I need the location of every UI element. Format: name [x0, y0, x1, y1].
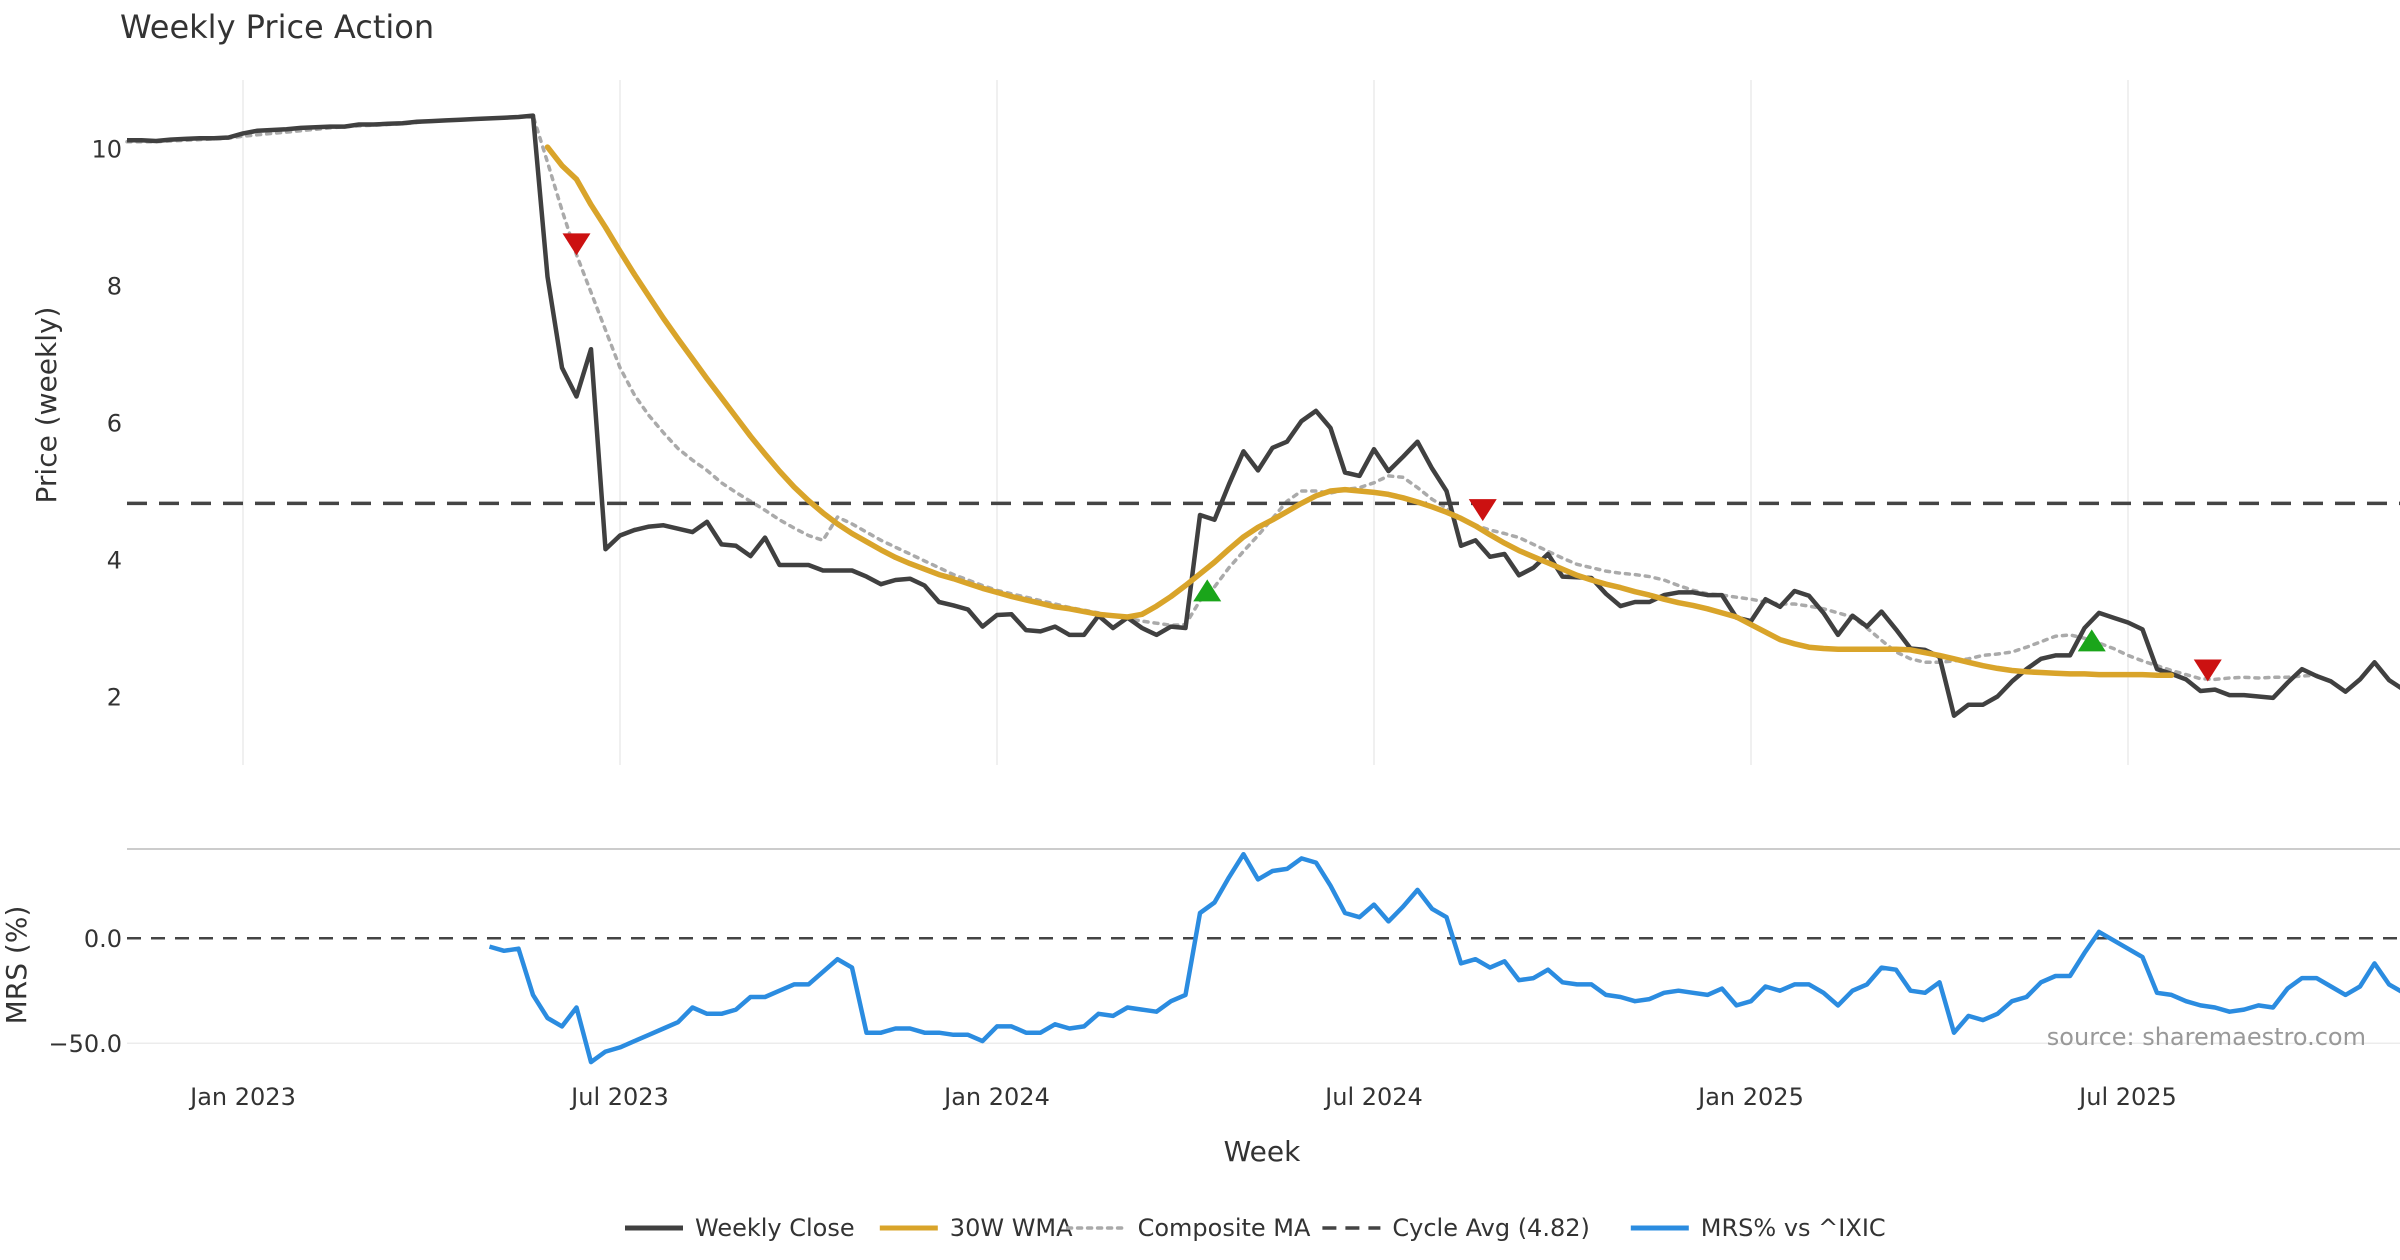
x-tick-label: Jul 2025: [2077, 1083, 2177, 1111]
mrs-series: [488, 851, 2400, 1065]
price-y-tick: 10: [91, 136, 122, 164]
composite-ma-line: [125, 113, 2319, 682]
sell-marker: [1468, 499, 1497, 522]
mrs-y-axis-label: MRS (%): [0, 906, 33, 1025]
signal-markers: [562, 233, 2222, 682]
legend-label: 30W WMA: [950, 1214, 1073, 1242]
sell-marker: [562, 233, 591, 256]
legend-label: Composite MA: [1138, 1214, 1311, 1242]
legend-label: Cycle Avg (4.82): [1392, 1214, 1589, 1242]
buy-marker: [1193, 579, 1222, 602]
legend: Weekly Close 30W WMA Composite MA Cycle Avg…: [625, 1214, 1886, 1242]
axis-labels: Jan 2023 Jul 2023 Jan 2024 Jul 2024 Jan 2025…: [48, 136, 2176, 1112]
x-tick-label: Jul 2024: [1323, 1083, 1423, 1111]
price-series: [125, 113, 2400, 718]
chart-title: Weekly Price Action: [120, 8, 434, 46]
mrs-y-tick: 0.0: [84, 925, 122, 953]
mrs-y-tick: −50.0: [48, 1030, 122, 1058]
price-y-tick: 6: [107, 410, 122, 438]
weekly-close-line: [127, 113, 2400, 718]
price-y-axis-label: Price (weekly): [30, 307, 63, 504]
30w-wma-line: [544, 144, 2175, 679]
x-tick-label: Jan 2023: [188, 1083, 296, 1111]
x-tick-label: Jan 2024: [942, 1083, 1050, 1111]
mrs-line: [488, 851, 2400, 1065]
price-y-tick: 2: [107, 684, 122, 712]
x-tick-label: Jul 2023: [569, 1083, 669, 1111]
source-annotation: source: sharemaestro.com: [2047, 1023, 2366, 1051]
legend-label: MRS% vs ^IXIC: [1701, 1214, 1886, 1242]
price-y-tick: 4: [107, 547, 122, 575]
legend-label: Weekly Close: [695, 1214, 855, 1242]
x-axis-label: Week: [1224, 1135, 1301, 1168]
sell-marker: [2193, 659, 2222, 682]
price-gridlines: [242, 80, 2129, 765]
price-y-tick: 8: [107, 273, 122, 301]
buy-marker: [2077, 629, 2106, 652]
mrs-gridlines: [127, 848, 2400, 1044]
x-tick-label: Jan 2025: [1696, 1083, 1804, 1111]
